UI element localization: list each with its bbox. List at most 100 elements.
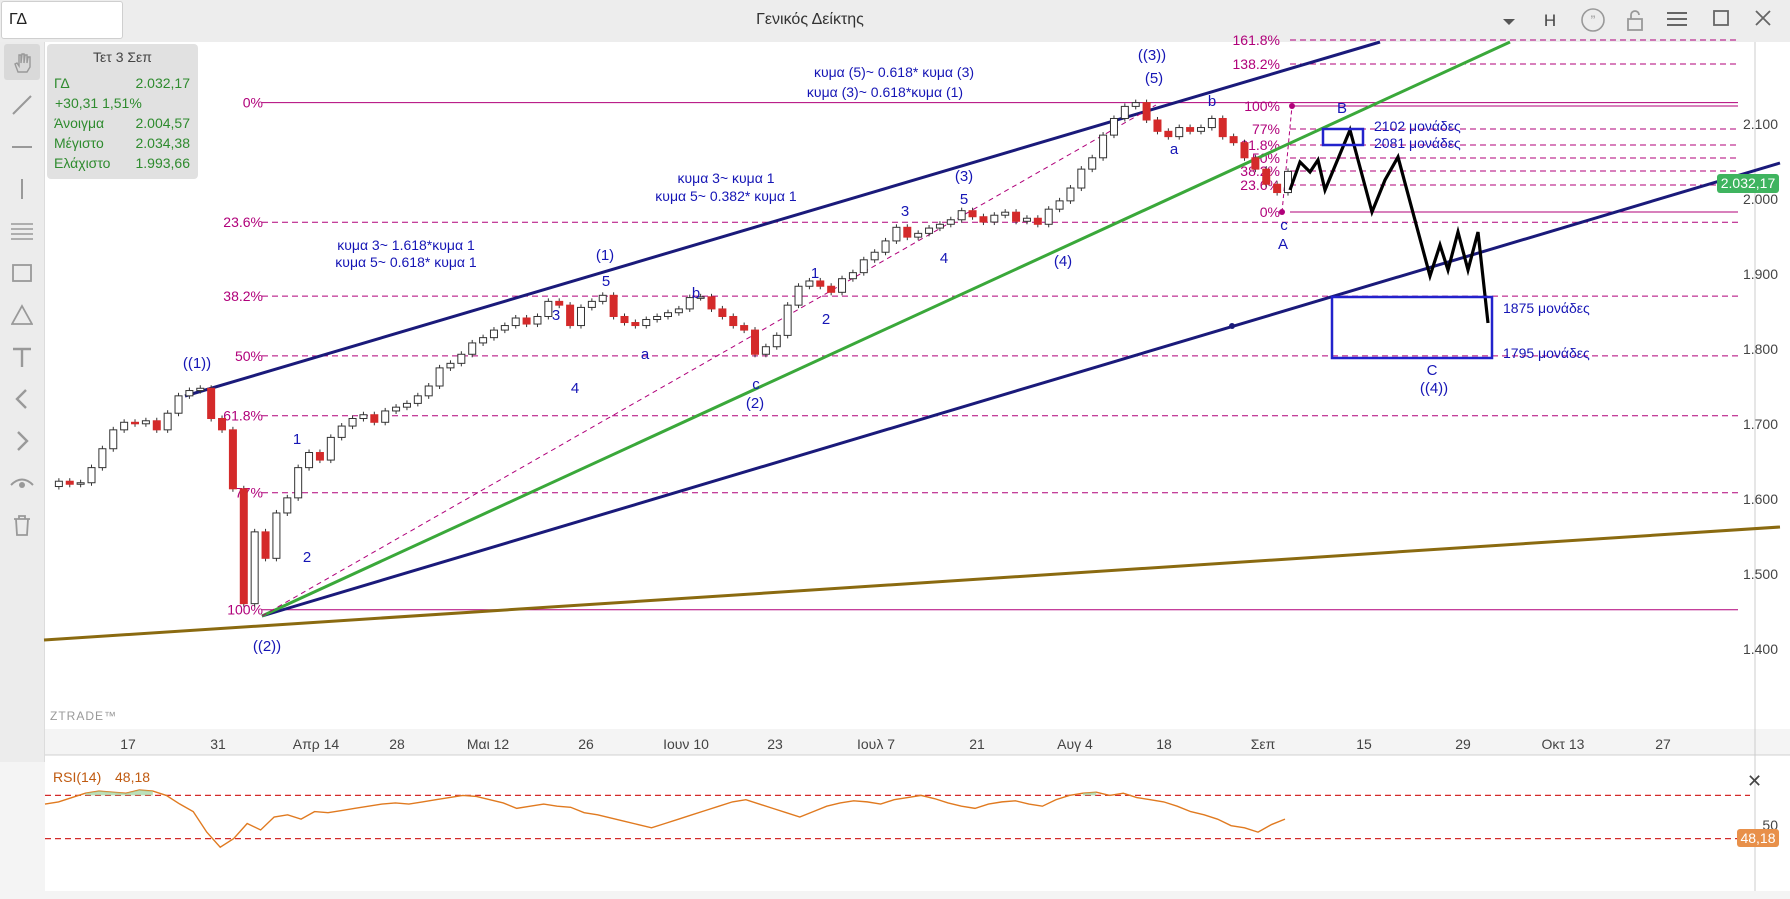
- candle-down: [566, 304, 575, 327]
- candle-down: [1153, 119, 1162, 132]
- lock-icon[interactable]: [1622, 8, 1648, 34]
- fibonacci-icon[interactable]: [4, 212, 40, 248]
- rsi-label: RSI(14): [53, 769, 101, 785]
- rsi-badge-value: 48,18: [1740, 830, 1775, 846]
- price-panel-bg: [45, 42, 1790, 729]
- time-tick: 28: [389, 736, 405, 752]
- candle-down: [207, 387, 216, 420]
- candle-up: [76, 482, 85, 485]
- fib-right-label: 0%: [1260, 204, 1280, 220]
- time-tick: 29: [1455, 736, 1471, 752]
- candle-down: [718, 308, 727, 317]
- candle-down: [152, 420, 161, 431]
- candle-up: [805, 280, 814, 287]
- candle-up: [642, 319, 651, 327]
- projection-path[interactable]: [1288, 125, 1494, 360]
- candle-up: [1109, 117, 1118, 136]
- candle-down: [1229, 136, 1238, 144]
- candle-up: [783, 304, 792, 336]
- wave-label: b: [692, 285, 700, 302]
- menu-letter-button[interactable]: H: [1543, 11, 1557, 30]
- candle-up: [685, 297, 694, 310]
- wave-label: a: [1170, 141, 1179, 158]
- wave-label: 4: [571, 380, 579, 397]
- info-row-change: +30,31 1,51%: [54, 95, 194, 113]
- info-value: +30,31 1,51%: [55, 95, 142, 111]
- candle-up: [196, 387, 205, 392]
- candle-down: [609, 294, 618, 317]
- wave-label: ((1)): [183, 355, 211, 372]
- wave-label: (5): [1145, 70, 1163, 87]
- wave-note: κυμα 5~ 0.618* κυμα 1: [335, 254, 477, 270]
- hand-icon[interactable]: [4, 44, 40, 80]
- info-key: Άνοιγμα: [54, 115, 105, 131]
- dashed-wave-line: [261, 104, 1157, 617]
- wave-label: (3): [955, 168, 973, 185]
- arrow-left-icon[interactable]: [4, 380, 40, 416]
- wave-label: 1: [811, 265, 819, 282]
- candle-up: [761, 346, 770, 355]
- candle-up: [87, 467, 96, 484]
- candle-up: [489, 329, 498, 339]
- wave-label: 2: [822, 311, 830, 328]
- wave-label: ((2)): [253, 638, 281, 655]
- arrow-right-icon[interactable]: [4, 422, 40, 458]
- candle-down: [1186, 127, 1195, 132]
- axes: 2.100 2.000 1.900 1.800 1.700 1.600 1.500 1.400…: [120, 116, 1779, 752]
- price-tick: 2.000: [1743, 191, 1778, 207]
- fibonacci-retracement[interactable]: 0%23.6%38.2%50%61.8%77%100%161.8%138.2%1…: [223, 32, 1738, 618]
- trendlines[interactable]: [43, 40, 1781, 642]
- eye-icon[interactable]: [4, 464, 40, 500]
- fib-level-label: 0%: [243, 95, 263, 111]
- candle-up: [1120, 105, 1129, 119]
- time-tick: 23: [767, 736, 783, 752]
- candle-down: [620, 315, 629, 324]
- price-tick: 1.400: [1743, 641, 1778, 657]
- horizontal-line-icon[interactable]: [4, 128, 40, 164]
- rectangle-icon[interactable]: [4, 254, 40, 290]
- candle-up: [185, 390, 194, 397]
- upper-channel-line: [184, 40, 1381, 398]
- candle-up: [870, 251, 879, 261]
- target-label: 1875 μονάδες: [1503, 300, 1590, 316]
- triangle-icon[interactable]: [4, 296, 40, 332]
- target-box-upper: [1321, 127, 1365, 147]
- last-price-label: 2.032,17: [1721, 175, 1776, 191]
- wave-label: 2: [303, 549, 311, 566]
- projection-zigzag: [1288, 125, 1490, 324]
- time-tick: 17: [120, 736, 136, 752]
- symbol-input[interactable]: ΓΔ: [1, 1, 123, 39]
- candle-down: [131, 421, 140, 425]
- candle-down: [1033, 217, 1042, 225]
- trash-icon[interactable]: [4, 506, 40, 542]
- maximize-icon[interactable]: [1708, 8, 1734, 34]
- candle-down: [631, 322, 640, 327]
- trendline-icon[interactable]: [4, 86, 40, 122]
- menu-icon[interactable]: [1664, 8, 1690, 34]
- price-tick: 1.600: [1743, 491, 1778, 507]
- chevron-down-icon[interactable]: [1496, 8, 1522, 34]
- candle-up: [120, 421, 129, 431]
- text-icon[interactable]: [4, 338, 40, 374]
- candle-up: [424, 385, 433, 397]
- candle-up: [990, 214, 999, 223]
- wave-label: (1): [596, 247, 614, 264]
- vertical-line-icon[interactable]: [4, 170, 40, 206]
- candle-up: [935, 223, 944, 229]
- candle-up: [98, 448, 107, 469]
- candle-up: [326, 436, 335, 461]
- wave-label: b: [1208, 93, 1216, 110]
- info-row-open: Άνοιγμα 2.004,57: [54, 115, 194, 133]
- candle-up: [848, 272, 857, 280]
- close-icon[interactable]: [1750, 8, 1776, 34]
- candle-up: [587, 300, 596, 308]
- wave-label: ((3)): [1138, 47, 1166, 64]
- wave-label: c: [1280, 217, 1288, 234]
- close-rsi-icon[interactable]: ✕: [1747, 771, 1763, 791]
- quote-icon[interactable]: ”: [1580, 8, 1606, 34]
- wave-label: B: [1337, 100, 1347, 117]
- candle-up: [1001, 211, 1010, 216]
